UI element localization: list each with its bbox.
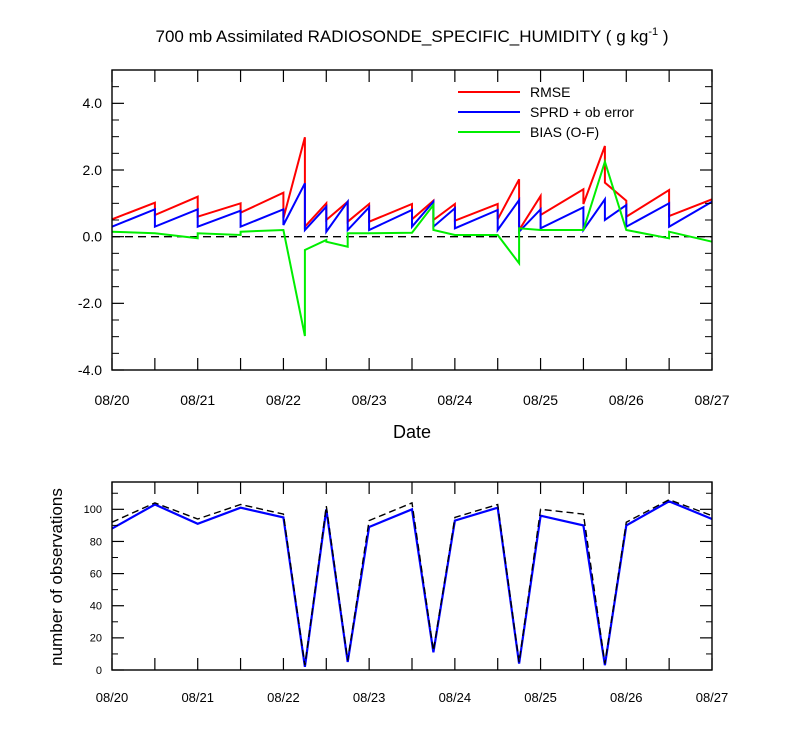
series-line-obs-total <box>111 498 713 666</box>
x-tick-label: 08/20 <box>96 690 129 705</box>
chart-title: 700 mb Assimilated RADIOSONDE_SPECIFIC_H… <box>156 26 669 46</box>
y-tick-label: 0.0 <box>83 229 103 245</box>
y-tick-label: 40 <box>90 601 102 613</box>
x-tick-label: 08/25 <box>523 392 558 408</box>
y-tick-label: 60 <box>90 568 102 580</box>
y-axis-label: number of observations <box>47 488 66 666</box>
x-tick-label: 08/27 <box>694 392 729 408</box>
series-line-sprd-ob-error <box>111 182 713 235</box>
x-tick-label: 08/27 <box>696 690 729 705</box>
y-tick-label: -4.0 <box>78 362 102 378</box>
series-line-obs-assimilated <box>111 500 713 667</box>
x-tick-label: 08/21 <box>181 690 214 705</box>
bottom-chart: 08/20 08/21 08/22 08/23 08/24 08/25 08/26 08/27… <box>47 481 729 705</box>
x-tick-label: 08/26 <box>610 690 643 705</box>
x-tick-label: 08/20 <box>94 392 129 408</box>
x-tick-label: 08/22 <box>267 690 300 705</box>
y-tick-label: -2.0 <box>78 295 102 311</box>
y-tick-label: 20 <box>90 633 102 645</box>
legend-label: BIAS (O-F) <box>530 124 599 140</box>
y-tick-label: 80 <box>90 536 102 548</box>
series-line-rmse <box>111 137 713 234</box>
y-tick-label: 100 <box>84 504 102 516</box>
x-tick-label: 08/24 <box>437 392 472 408</box>
x-tick-label: 08/26 <box>609 392 644 408</box>
x-tick-label: 08/24 <box>439 690 472 705</box>
y-tick-label: 2.0 <box>83 162 103 178</box>
legend: RMSE SPRD + ob error BIAS (O-F) <box>458 84 634 140</box>
x-tick-label: 08/25 <box>524 690 557 705</box>
y-tick-label: 4.0 <box>83 95 103 111</box>
title-unit-exponent: -1 <box>648 26 658 38</box>
legend-label: RMSE <box>530 84 570 100</box>
x-axis-label: Date <box>393 422 431 442</box>
x-tick-label: 08/21 <box>180 392 215 408</box>
x-tick-label: 08/22 <box>266 392 301 408</box>
title-suffix: ) <box>658 27 668 46</box>
series-line-bias-o-f- <box>111 158 713 337</box>
legend-label: SPRD + ob error <box>530 104 634 120</box>
top-chart: 700 mb Assimilated RADIOSONDE_SPECIFIC_H… <box>78 26 730 442</box>
x-tick-label: 08/23 <box>353 690 386 705</box>
x-tick-label: 08/23 <box>352 392 387 408</box>
y-tick-label: 0 <box>96 665 102 677</box>
